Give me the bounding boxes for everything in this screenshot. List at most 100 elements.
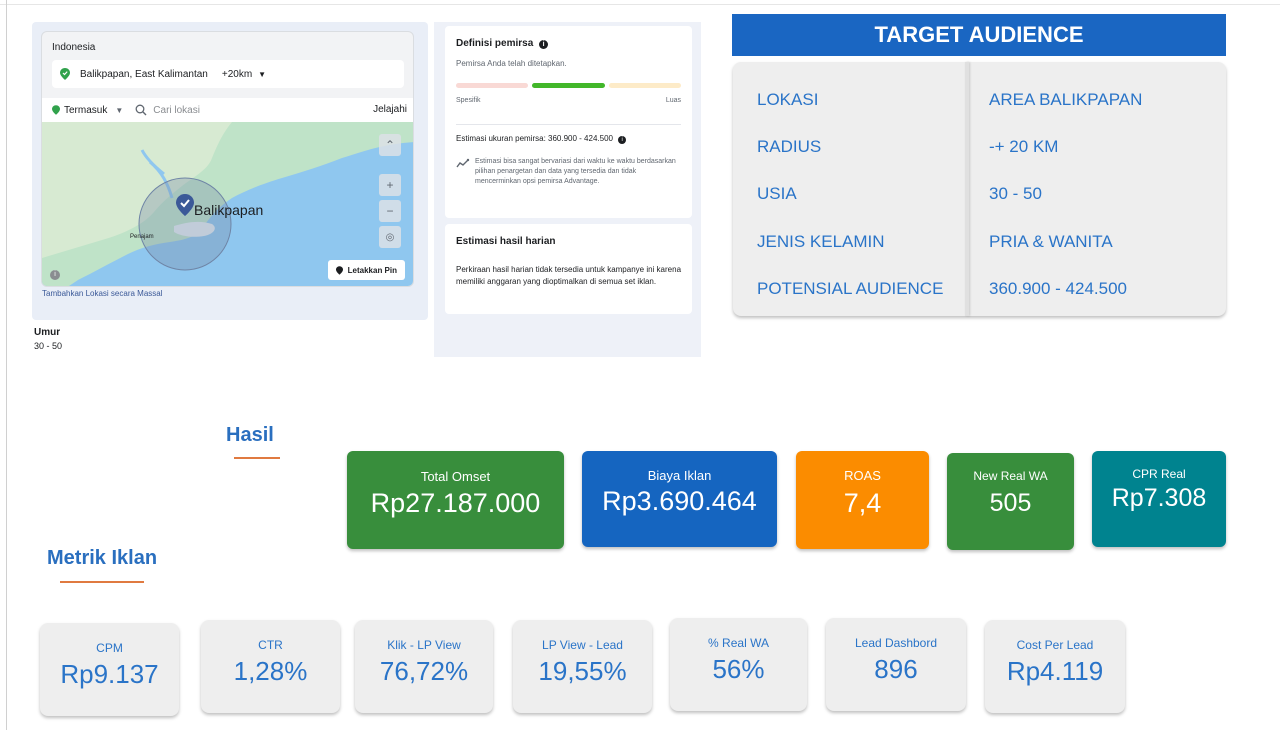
kpi-card-new-real-wa: New Real WA 505 — [947, 453, 1074, 550]
collapse-map-button[interactable]: ⌃ — [379, 134, 401, 156]
ta-label: JENIS KELAMIN — [757, 232, 885, 251]
info-icon[interactable]: i — [50, 270, 60, 280]
target-audience-header: TARGET AUDIENCE — [732, 14, 1226, 56]
include-dropdown[interactable]: Termasuk ▼ — [52, 105, 123, 116]
metric-card-klik-lp-view: Klik - LP View 76,72% — [355, 620, 493, 713]
map-small-label: Penajam — [130, 234, 154, 240]
include-mode-label: Termasuk — [64, 104, 108, 116]
chevron-up-icon: ⌃ — [384, 138, 396, 152]
audience-status: Pemirsa Anda telah ditetapkan. — [456, 59, 567, 68]
ta-value: AREA BALIKPAPAN — [989, 90, 1143, 109]
location-card: Indonesia Balikpapan, East Kalimantan +2… — [41, 31, 414, 287]
audience-size-estimate: Estimasi ukuran pemirsa: 360.900 - 424.5… — [456, 134, 627, 144]
kpi-card-roas: ROAS 7,4 — [796, 451, 929, 549]
metric-card-real-wa: % Real WA 56% — [670, 618, 807, 711]
meter-label-specific: Spesifik — [456, 97, 481, 104]
hasil-underline — [234, 457, 280, 459]
metric-label: LP View - Lead — [542, 638, 623, 652]
audience-estimate-note: Estimasi bisa sangat bervariasi dari wak… — [475, 158, 676, 185]
location-pin-icon — [335, 265, 343, 275]
kpi-value: Rp3.690.464 — [602, 486, 757, 516]
bulk-location-link[interactable]: Tambahkan Lokasi secara Massal — [42, 289, 163, 298]
zoom-in-button[interactable]: + — [379, 174, 401, 196]
selected-location-chip[interactable]: Balikpapan, East Kalimantan +20km ▼ — [52, 60, 404, 88]
metric-label: Cost Per Lead — [1016, 638, 1094, 652]
age-value: 30 - 50 — [34, 341, 63, 351]
metric-label: CPM — [96, 641, 123, 655]
hasil-title: Hasil — [226, 424, 274, 446]
kpi-label: Total Omset — [420, 469, 491, 484]
info-icon[interactable]: i — [539, 40, 549, 49]
metric-card-lead-dashbord: Lead Dashbord 896 — [826, 618, 966, 711]
kpi-label: New Real WA — [973, 469, 1048, 483]
top-divider — [0, 4, 1280, 5]
audience-definition-card: Definisi pemirsa i Pemirsa Anda telah di… — [445, 26, 692, 218]
kpi-value: Rp7.308 — [1111, 484, 1207, 512]
metric-value: 896 — [874, 654, 918, 684]
metric-value: 76,72% — [379, 656, 469, 686]
metric-card-cpm: CPM Rp9.137 — [40, 623, 179, 716]
location-map[interactable]: Balikpapan Penajam ⌃ + − ◎ i Letakkan Pi… — [42, 122, 413, 286]
audience-definition-column: Definisi pemirsa i Pemirsa Anda telah di… — [434, 22, 701, 357]
map-canvas — [42, 122, 413, 286]
ta-value: PRIA & WANITA — [989, 232, 1113, 251]
kpi-label: Biaya Iklan — [647, 468, 712, 483]
meter-segment-broad — [609, 83, 681, 88]
kpi-card-total-omset: Total Omset Rp27.187.000 — [347, 451, 564, 549]
target-audience-table: LOKASI AREA BALIKPAPAN RADIUS -+ 20 KM U… — [733, 62, 1226, 316]
search-icon — [135, 104, 147, 116]
ta-value: 360.900 - 424.500 — [989, 279, 1128, 298]
metric-label: Klik - LP View — [387, 638, 461, 652]
ta-label: RADIUS — [757, 137, 822, 156]
audience-definition-title: Definisi pemirsa i — [456, 38, 549, 49]
meter-segment-defined — [532, 83, 605, 88]
metrik-title: Metrik Iklan — [47, 547, 158, 569]
divider — [456, 124, 681, 125]
location-pin-icon — [60, 68, 70, 80]
location-pin-icon — [52, 105, 60, 115]
ta-label: LOKASI — [757, 90, 819, 109]
chevron-down-icon: ▼ — [115, 105, 124, 115]
plus-icon: + — [386, 178, 394, 192]
map-marker-icon[interactable] — [176, 194, 194, 216]
info-icon[interactable]: i — [618, 136, 627, 144]
metric-value: 1,28% — [233, 656, 308, 686]
drop-pin-button[interactable]: Letakkan Pin — [327, 260, 405, 280]
radius-selector[interactable]: +20km — [221, 68, 253, 80]
drop-pin-label: Letakkan Pin — [347, 265, 397, 275]
column-divider — [965, 62, 969, 316]
ta-label: USIA — [757, 184, 797, 203]
metric-card-lp-view-lead: LP View - Lead 19,55% — [513, 620, 652, 713]
kpi-label: ROAS — [844, 468, 881, 483]
audience-size-text: Estimasi ukuran pemirsa: 360.900 - 424.5… — [456, 134, 613, 143]
minus-icon: − — [386, 204, 394, 218]
metric-value: Rp4.119 — [1006, 656, 1104, 686]
selected-location-text: Balikpapan, East Kalimantan — [80, 68, 208, 80]
location-search-bar: Termasuk ▼ Cari lokasi Jelajahi — [42, 98, 413, 122]
metric-label: Lead Dashbord — [854, 636, 938, 650]
kpi-card-biaya-iklan: Biaya Iklan Rp3.690.464 — [582, 451, 777, 547]
metric-value: 56% — [712, 654, 765, 684]
kpi-value: 7,4 — [843, 488, 882, 518]
metric-card-cost-per-lead: Cost Per Lead Rp4.119 — [985, 620, 1125, 713]
ta-value: 30 - 50 — [989, 184, 1042, 203]
trend-icon — [456, 158, 470, 168]
target-icon: ◎ — [385, 231, 395, 243]
kpi-card-cpr-real: CPR Real Rp7.308 — [1092, 451, 1226, 547]
daily-estimate-card: Estimasi hasil harian Perkiraan hasil ha… — [445, 224, 692, 314]
zoom-out-button[interactable]: − — [379, 200, 401, 222]
map-city-label: Balikpapan — [194, 202, 264, 218]
age-label: Umur — [34, 327, 61, 338]
country-label: Indonesia — [52, 42, 96, 53]
location-search-input[interactable]: Cari lokasi — [153, 104, 200, 116]
audience-breadth-meter — [456, 83, 681, 88]
meter-segment-specific — [456, 83, 528, 88]
locate-me-button[interactable]: ◎ — [379, 226, 401, 248]
browse-button[interactable]: Jelajahi — [373, 104, 407, 115]
ta-label: POTENSIAL AUDIENCE — [757, 279, 944, 298]
metric-label: CTR — [258, 638, 283, 652]
kpi-value: Rp27.187.000 — [370, 488, 541, 518]
chevron-down-icon[interactable]: ▼ — [258, 69, 267, 79]
metrik-underline — [60, 581, 144, 583]
